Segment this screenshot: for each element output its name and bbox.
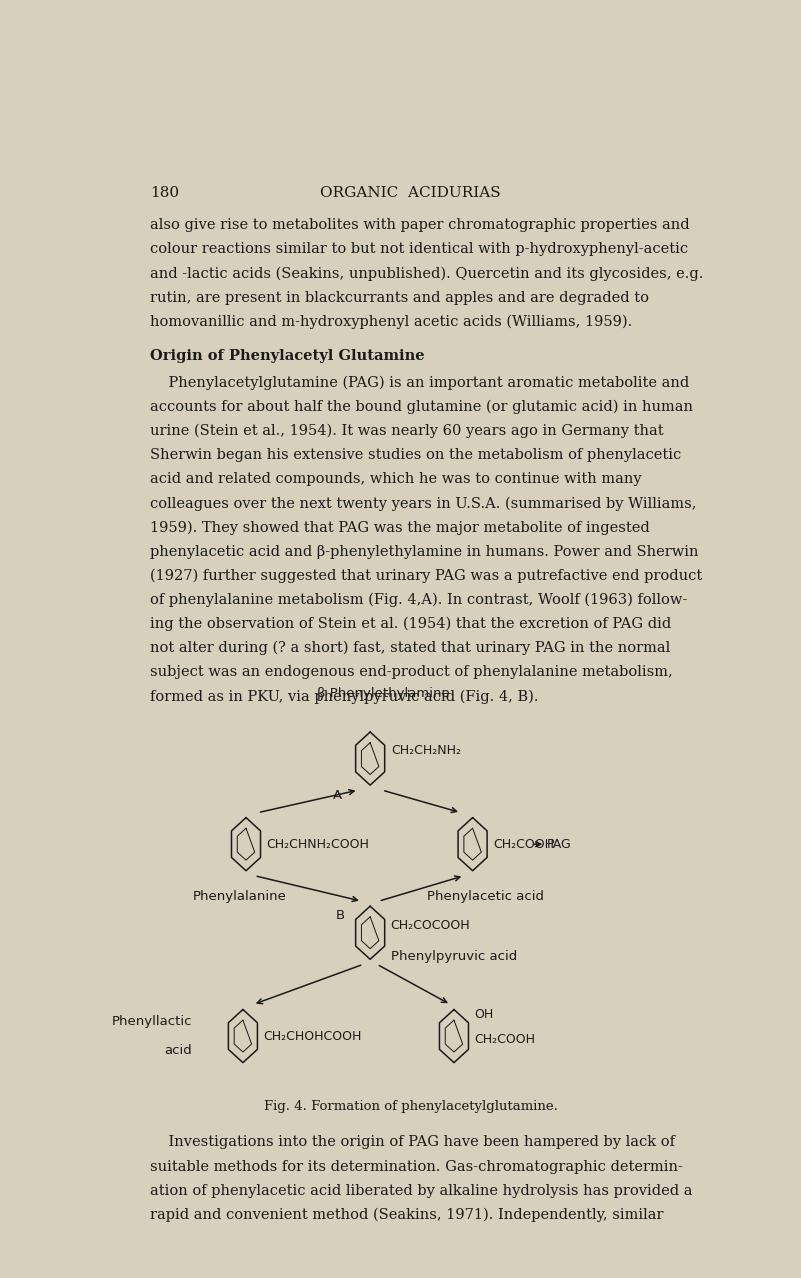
Text: not alter during (? a short) fast, stated that urinary PAG in the normal: not alter during (? a short) fast, state…	[150, 642, 670, 656]
Text: Phenylacetylglutamine (PAG) is an important aromatic metabolite and: Phenylacetylglutamine (PAG) is an import…	[150, 376, 689, 390]
Text: acid and related compounds, which he was to continue with many: acid and related compounds, which he was…	[150, 472, 642, 486]
Text: β Phenylethylamine: β Phenylethylamine	[317, 686, 450, 699]
Text: rutin, are present in blackcurrants and apples and are degraded to: rutin, are present in blackcurrants and …	[150, 290, 649, 304]
Text: Investigations into the origin of PAG have been hampered by lack of: Investigations into the origin of PAG ha…	[150, 1135, 674, 1149]
Text: CH₂COOH: CH₂COOH	[493, 837, 554, 851]
Text: Phenylpyruvic acid: Phenylpyruvic acid	[391, 951, 517, 964]
Text: CH₂CH₂NH₂: CH₂CH₂NH₂	[391, 744, 461, 757]
Text: 1959). They showed that PAG was the major metabolite of ingested: 1959). They showed that PAG was the majo…	[150, 520, 650, 534]
Text: OH: OH	[474, 1008, 493, 1021]
Text: Phenylalanine: Phenylalanine	[193, 891, 287, 904]
Text: formed as in PKU, via phenylpyruvic acid (Fig. 4, B).: formed as in PKU, via phenylpyruvic acid…	[150, 689, 538, 704]
Text: PAG: PAG	[547, 837, 572, 851]
Text: colleagues over the next twenty years in U.S.A. (summarised by Williams,: colleagues over the next twenty years in…	[150, 496, 696, 511]
Text: and -lactic acids (Seakins, unpublished). Quercetin and its glycosides, e.g.: and -lactic acids (Seakins, unpublished)…	[150, 267, 703, 281]
Text: of phenylalanine metabolism (Fig. 4,A). In contrast, Woolf (1963) follow-: of phenylalanine metabolism (Fig. 4,A). …	[150, 593, 687, 607]
Text: CH₂COOH: CH₂COOH	[474, 1034, 535, 1047]
Text: Phenyllactic: Phenyllactic	[111, 1015, 192, 1029]
Text: CH₂CHNH₂COOH: CH₂CHNH₂COOH	[267, 837, 369, 851]
Text: (1927) further suggested that urinary PAG was a putrefactive end product: (1927) further suggested that urinary PA…	[150, 569, 702, 583]
Text: CH₂COCOOH: CH₂COCOOH	[391, 919, 470, 933]
Text: Fig. 4. Formation of phenylacetylglutamine.: Fig. 4. Formation of phenylacetylglutami…	[264, 1100, 557, 1113]
Text: CH₂CHOHCOOH: CH₂CHOHCOOH	[264, 1030, 362, 1043]
Text: colour reactions similar to but not identical with p-hydroxyphenyl-acetic: colour reactions similar to but not iden…	[150, 243, 688, 257]
Text: urine (Stein et al., 1954). It was nearly 60 years ago in Germany that: urine (Stein et al., 1954). It was nearl…	[150, 424, 663, 438]
Text: rapid and convenient method (Seakins, 1971). Independently, similar: rapid and convenient method (Seakins, 19…	[150, 1208, 663, 1222]
Text: Sherwin began his extensive studies on the metabolism of phenylacetic: Sherwin began his extensive studies on t…	[150, 449, 681, 463]
Text: 180: 180	[150, 185, 179, 199]
Text: phenylacetic acid and β-phenylethylamine in humans. Power and Sherwin: phenylacetic acid and β-phenylethylamine…	[150, 544, 698, 558]
Text: subject was an endogenous end-product of phenylalanine metabolism,: subject was an endogenous end-product of…	[150, 665, 673, 679]
Text: homovanillic and m-hydroxyphenyl acetic acids (Williams, 1959).: homovanillic and m-hydroxyphenyl acetic …	[150, 314, 632, 330]
Text: A: A	[333, 790, 342, 803]
Text: B: B	[336, 909, 345, 921]
Text: Phenylacetic acid: Phenylacetic acid	[426, 891, 544, 904]
Text: Origin of Phenylacetyl Glutamine: Origin of Phenylacetyl Glutamine	[150, 349, 425, 363]
Text: acid: acid	[164, 1044, 192, 1057]
Text: ORGANIC  ACIDURIAS: ORGANIC ACIDURIAS	[320, 185, 501, 199]
Text: also give rise to metabolites with paper chromatographic properties and: also give rise to metabolites with paper…	[150, 219, 690, 233]
Text: ing the observation of Stein et al. (1954) that the excretion of PAG did: ing the observation of Stein et al. (195…	[150, 617, 671, 631]
Text: suitable methods for its determination. Gas-chromatographic determin-: suitable methods for its determination. …	[150, 1159, 682, 1173]
Text: ation of phenylacetic acid liberated by alkaline hydrolysis has provided a: ation of phenylacetic acid liberated by …	[150, 1183, 692, 1197]
Text: accounts for about half the bound glutamine (or glutamic acid) in human: accounts for about half the bound glutam…	[150, 400, 693, 414]
